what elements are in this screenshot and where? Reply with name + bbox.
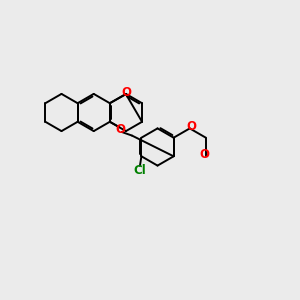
Text: Cl: Cl <box>134 164 146 177</box>
Text: O: O <box>186 120 196 133</box>
Text: O: O <box>115 123 125 136</box>
Text: O: O <box>121 86 131 99</box>
Text: O: O <box>199 148 209 161</box>
